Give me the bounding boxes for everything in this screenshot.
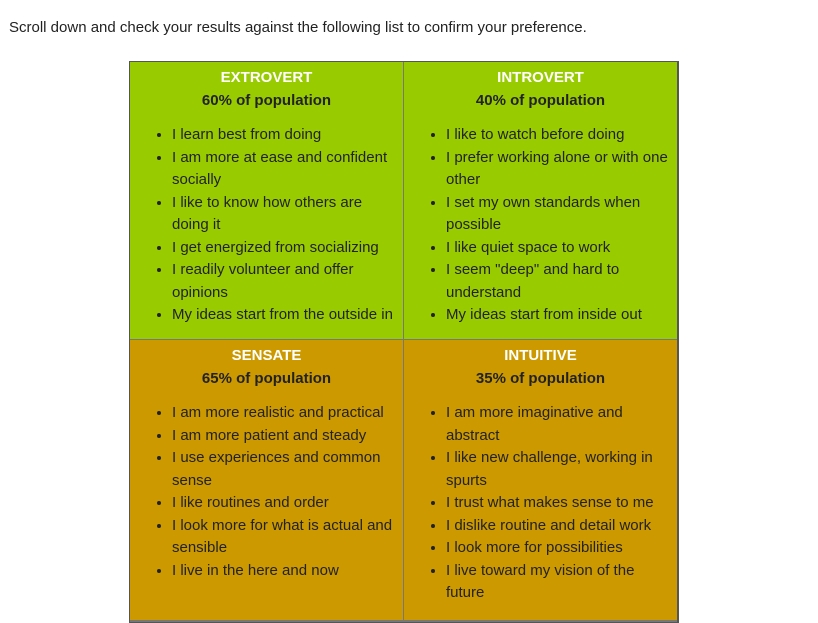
trait-item: I readily volunteer and offer opinions (172, 259, 401, 304)
table-cell: EXTROVERT 60% of population I learn best f… (130, 62, 403, 339)
trait-item: I look more for what is actual and sensi… (172, 515, 401, 560)
population: 35% of population (475, 370, 606, 387)
trait-item: My ideas start from the outside in (172, 304, 401, 327)
trait-item: I prefer working alone or with one other (446, 147, 675, 192)
cell-title: INTUITIVE (504, 347, 577, 364)
trait-item: I like new challenge, working in spurts (446, 447, 675, 492)
trait-item: I like to watch before doing (446, 124, 675, 147)
trait-item: I live in the here and now (172, 560, 401, 583)
population: 40% of population (475, 92, 606, 109)
table-cell: SENSATE 65% of population I am more realis… (130, 340, 403, 620)
trait-item: I dislike routine and detail work (446, 515, 675, 538)
trait-item: I like quiet space to work (446, 237, 675, 260)
table-cell: INTUITIVE 35% of population I am more imag… (404, 340, 677, 620)
trait-item: I trust what makes sense to me (446, 492, 675, 515)
trait-list: I like to watch before doingI prefer wor… (404, 124, 677, 327)
trait-item: My ideas start from inside out (446, 304, 675, 327)
cell-title: EXTROVERT (220, 69, 313, 86)
trait-item: I am more imaginative and abstract (446, 402, 675, 447)
trait-item: I am more patient and steady (172, 425, 401, 448)
trait-item: I get energized from socializing (172, 237, 401, 260)
trait-list: I am more imaginative and abstractI like… (404, 402, 677, 605)
population: 60% of population (201, 92, 332, 109)
trait-item: I am more realistic and practical (172, 402, 401, 425)
trait-item: I learn best from doing (172, 124, 401, 147)
trait-item: I set my own standards when possible (446, 192, 675, 237)
page: Scroll down and check your results again… (0, 0, 818, 592)
trait-list: I am more realistic and practicalI am mo… (130, 402, 403, 582)
trait-item: I live toward my vision of the future (446, 560, 675, 605)
trait-item: I look more for possibilities (446, 537, 675, 560)
cell-title: INTROVERT (497, 69, 584, 86)
table-cell: INTROVERT 40% of population I like to watc… (404, 62, 677, 339)
trait-list: I learn best from doingI am more at ease… (130, 124, 403, 327)
cell-title: SENSATE (231, 347, 302, 364)
trait-item: I like routines and order (172, 492, 401, 515)
preference-table: EXTROVERT 60% of population I learn best f… (129, 61, 679, 623)
population: 65% of population (201, 370, 332, 387)
trait-item: I like to know how others are doing it (172, 192, 401, 237)
trait-item: I am more at ease and confident socially (172, 147, 401, 192)
trait-item: I use experiences and common sense (172, 447, 401, 492)
intro-text: Scroll down and check your results again… (9, 19, 587, 36)
trait-item: I seem "deep" and hard to understand (446, 259, 675, 304)
